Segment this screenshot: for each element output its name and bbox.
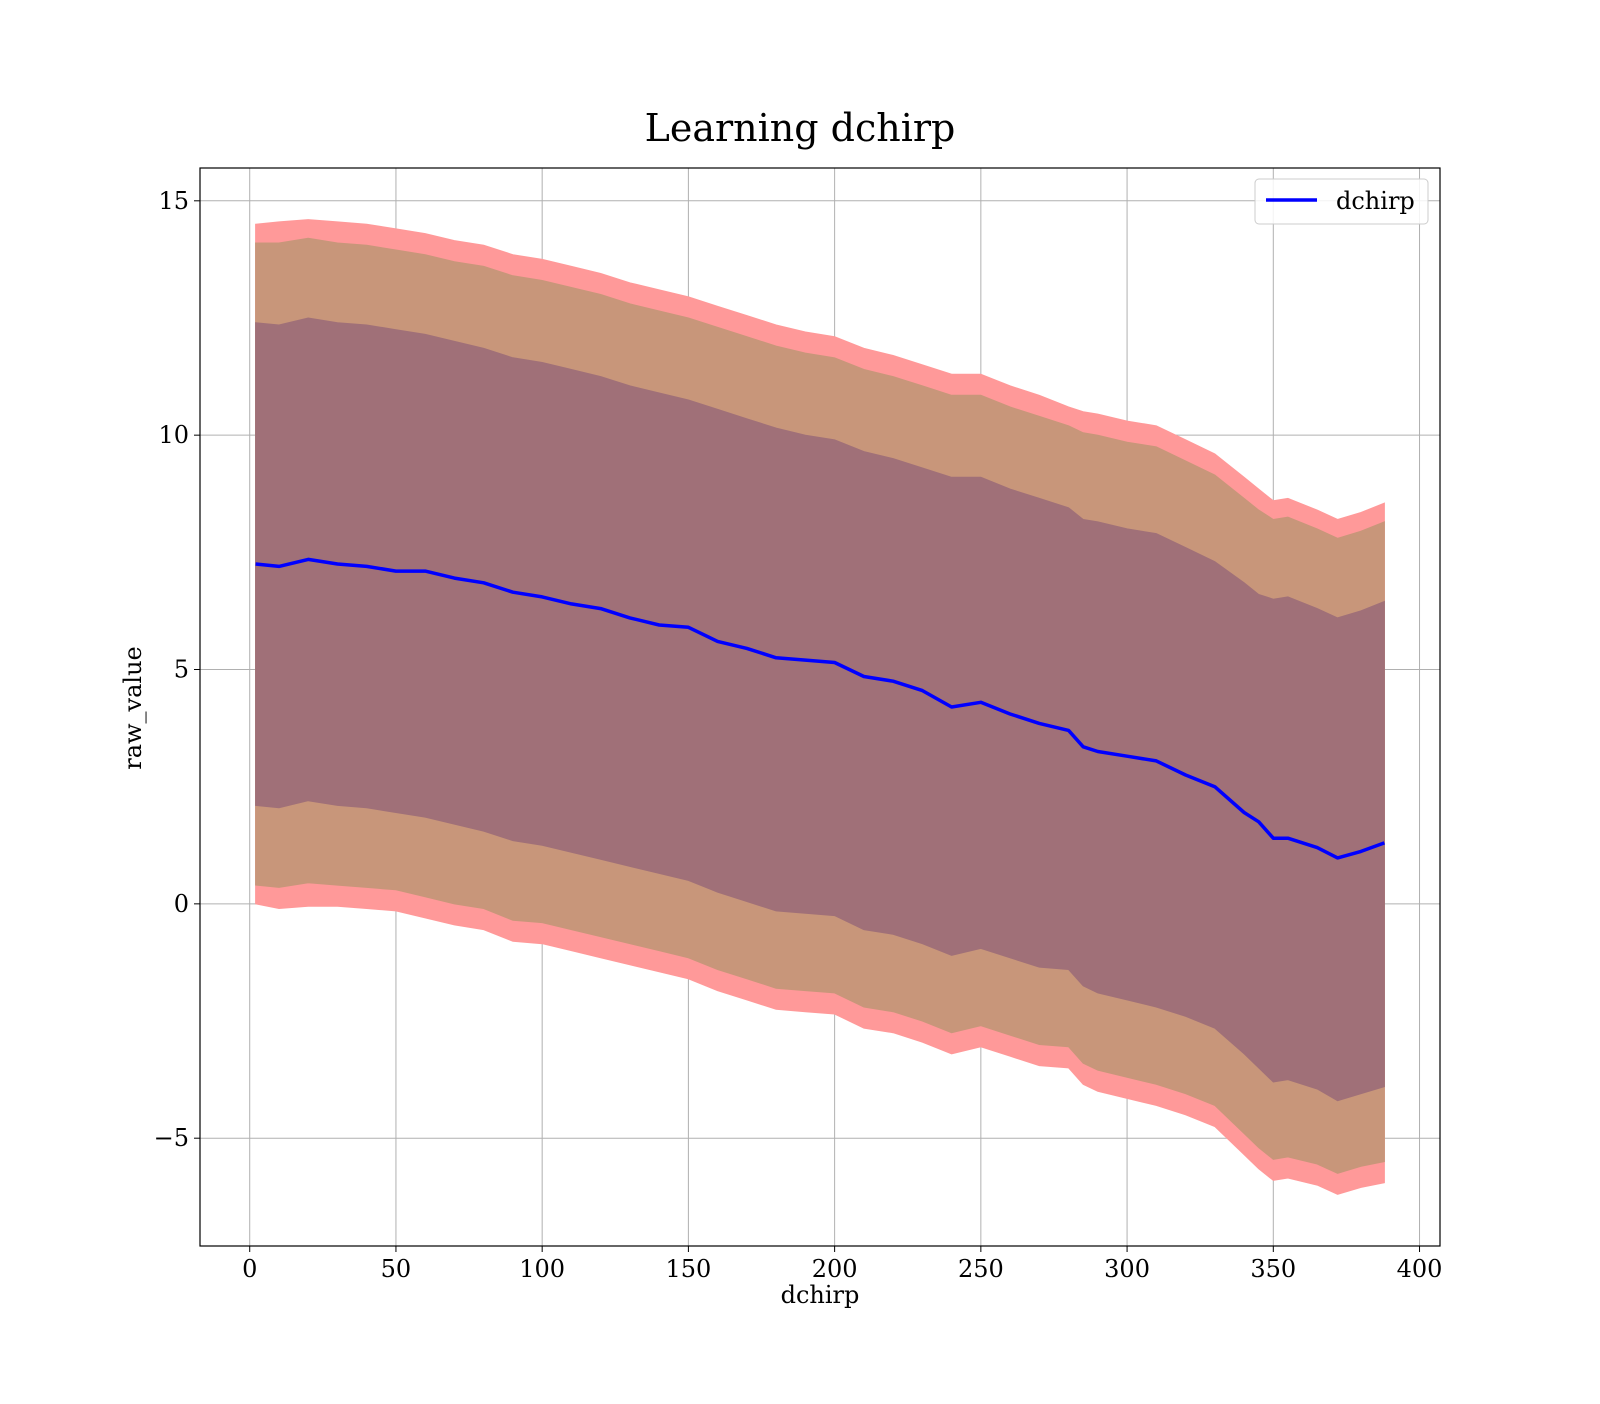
- y-tick-label: 5: [174, 656, 189, 684]
- x-tick-label: 0: [242, 1255, 257, 1283]
- x-tick-label: 50: [381, 1255, 412, 1283]
- x-tick-label: 150: [665, 1255, 711, 1283]
- x-tick-label: 350: [1250, 1255, 1296, 1283]
- legend-box: [1254, 178, 1429, 225]
- x-axis-ticks: 0 50 100 150 200 250 300 350 400: [242, 1246, 1442, 1283]
- y-tick-label: 10: [158, 421, 189, 449]
- series-line-dchirp: [255, 557, 1385, 860]
- x-tick-label: 100: [519, 1255, 565, 1283]
- plot-frame: [199, 167, 1441, 1247]
- y-tick-label: −5: [154, 1124, 189, 1152]
- y-axis-ticks: −5 0 5 10 15: [154, 187, 200, 1152]
- x-tick-label: 250: [958, 1255, 1004, 1283]
- band-inner: [255, 317, 1385, 1102]
- y-axis-label: raw_value: [119, 646, 147, 770]
- y-tick-label: 0: [174, 890, 189, 918]
- x-tick-label: 300: [1104, 1255, 1150, 1283]
- line-layer: [255, 557, 1385, 860]
- x-tick-label: 400: [1397, 1255, 1443, 1283]
- chart-title: Learning dchirp: [645, 106, 956, 150]
- legend-label-dchirp: dchirp: [1336, 187, 1415, 215]
- x-axis-label: dchirp: [781, 1281, 860, 1309]
- x-tick-label: 200: [812, 1255, 858, 1283]
- band-layer: [255, 219, 1385, 1195]
- legend: dchirp: [1254, 178, 1429, 225]
- y-tick-label: 15: [158, 187, 189, 215]
